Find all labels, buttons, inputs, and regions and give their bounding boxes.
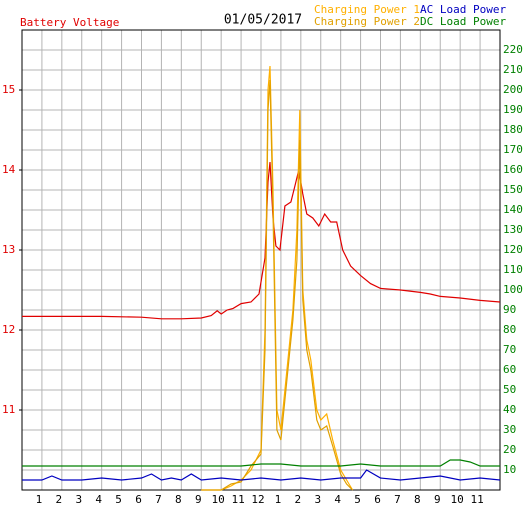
x-tick-label: 12 [251,493,264,506]
x-tick-label: 11 [470,493,483,506]
x-tick-label: 1 [275,493,282,506]
y2-tick-label: 60 [503,363,516,376]
y-tick-label: 15 [2,83,15,96]
y2-tick-label: 70 [503,343,516,356]
x-tick-label: 2 [56,493,63,506]
x-tick-label: 11 [231,493,244,506]
y2-tick-label: 20 [503,443,516,456]
y-tick-label: 11 [2,403,15,416]
chart-title: 01/05/2017 [224,13,302,28]
y2-tick-label: 100 [503,283,523,296]
x-tick-label: 7 [394,493,401,506]
legend-entry: DC Load Power [420,15,506,28]
x-tick-label: 8 [414,493,421,506]
y2-tick-label: 210 [503,63,523,76]
y2-tick-label: 110 [503,263,523,276]
x-tick-label: 10 [451,493,464,506]
series-line [201,79,354,491]
y-tick-label: 13 [2,243,15,256]
x-tick-label: 3 [314,493,321,506]
y2-tick-label: 200 [503,83,523,96]
x-tick-label: 9 [195,493,202,506]
y2-tick-label: 160 [503,163,523,176]
plot-border [21,29,501,491]
y2-tick-label: 80 [503,323,516,336]
x-tick-label: 7 [155,493,162,506]
x-tick-label: 9 [434,493,441,506]
y-axis-label: Battery Voltage [20,16,119,29]
y-tick-label: 12 [2,323,15,336]
y2-tick-label: 90 [503,303,516,316]
x-tick-label: 4 [334,493,341,506]
series-line [22,161,501,320]
x-tick-label: 10 [212,493,225,506]
x-tick-label: 6 [374,493,381,506]
x-tick-label: 5 [354,493,361,506]
x-tick-label: 5 [115,493,122,506]
y2-tick-label: 220 [503,43,523,56]
y2-tick-label: 50 [503,383,516,396]
x-tick-label: 3 [75,493,82,506]
y2-tick-label: 190 [503,103,523,116]
legend-entry: Charging Power 1 [314,3,420,16]
x-tick-label: 6 [135,493,142,506]
legend-entry: AC Load Power [420,3,506,16]
x-tick-label: 2 [295,493,302,506]
x-tick-label: 4 [95,493,102,506]
x-tick-label: 8 [175,493,182,506]
y-tick-label: 14 [2,163,16,176]
legend-entry: Charging Power 2 [314,15,420,28]
y2-tick-label: 10 [503,463,516,476]
series-line [22,459,500,467]
y2-tick-label: 170 [503,143,523,156]
y2-tick-label: 150 [503,183,523,196]
y2-tick-label: 120 [503,243,523,256]
series-line [22,469,501,481]
y2-tick-label: 30 [503,423,516,436]
y2-tick-label: 40 [503,403,516,416]
x-tick-label: 1 [36,493,43,506]
y2-tick-label: 130 [503,223,523,236]
y2-tick-label: 140 [503,203,523,216]
y2-tick-label: 180 [503,123,523,136]
